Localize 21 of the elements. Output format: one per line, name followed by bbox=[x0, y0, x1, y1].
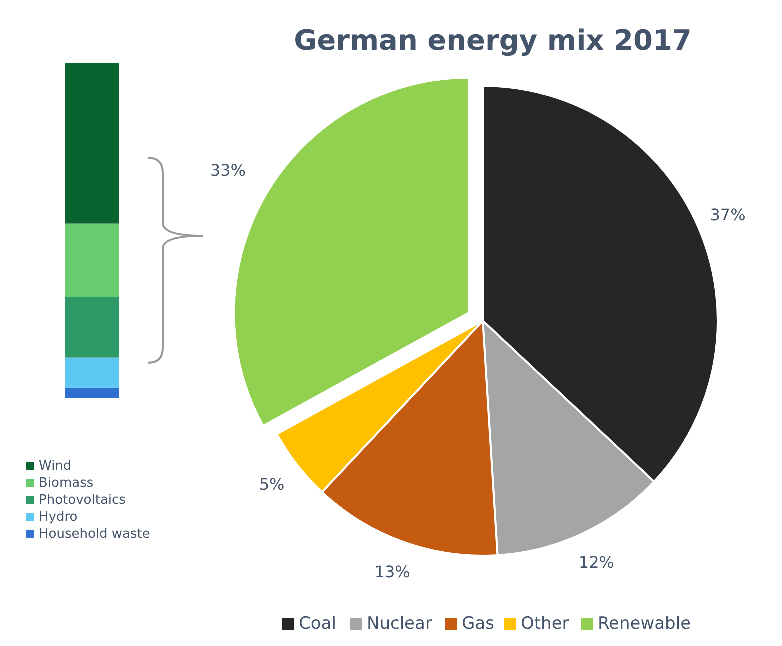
legend-label: Gas bbox=[462, 614, 495, 634]
legend-label: Biomass bbox=[39, 476, 94, 491]
bar bbox=[65, 63, 119, 224]
data-label: 37% bbox=[710, 205, 746, 224]
bar bbox=[65, 298, 119, 358]
data-label: 13% bbox=[374, 562, 410, 582]
data-label: 12% bbox=[578, 553, 614, 572]
legend-label: Wind bbox=[39, 459, 72, 474]
legend-label: Hydro bbox=[39, 510, 78, 525]
legend-label: Renewable bbox=[598, 614, 692, 634]
data-label: 33% bbox=[210, 160, 246, 180]
data-label: 5% bbox=[259, 475, 285, 494]
bar bbox=[65, 388, 119, 398]
legend-label: Nuclear bbox=[367, 614, 432, 634]
chart-title: German energy mix 2017 bbox=[294, 24, 692, 57]
legend-label: Other bbox=[521, 614, 570, 634]
legend-label: Household waste bbox=[39, 527, 150, 542]
legend-label: Photovoltaics bbox=[39, 493, 126, 508]
legend-label: Coal bbox=[299, 614, 336, 634]
bar bbox=[65, 358, 119, 388]
bar bbox=[65, 224, 119, 298]
